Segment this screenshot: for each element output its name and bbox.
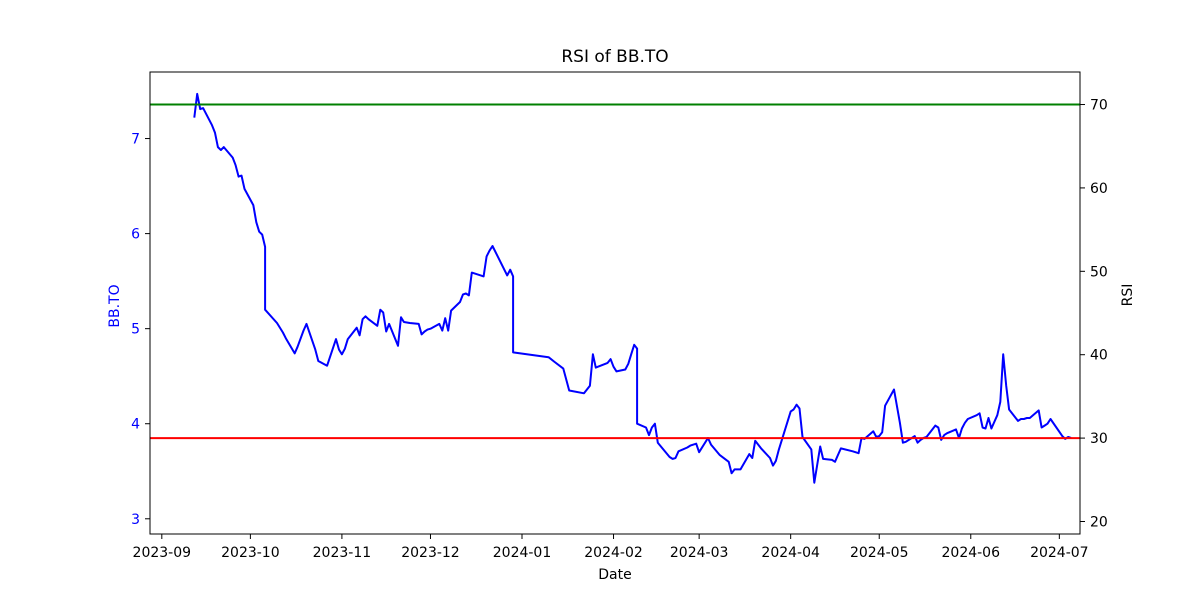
left-tick-label: 3 (131, 512, 140, 528)
left-tick-label: 5 (131, 322, 140, 338)
x-tick-label: 2023-10 (221, 545, 280, 561)
left-tick-label: 4 (131, 417, 140, 433)
x-tick-label: 2023-12 (401, 545, 460, 561)
x-tick-label: 2023-11 (313, 545, 372, 561)
plot-frame (149, 71, 1081, 535)
x-tick-label: 2024-07 (1030, 545, 1089, 561)
x-axis-title: Date (598, 567, 631, 583)
x-tick-label: 2023-09 (133, 545, 192, 561)
plot-area (149, 71, 1081, 535)
right-tick-label: 40 (1090, 348, 1108, 364)
x-tick-label: 2024-03 (670, 545, 729, 561)
right-tick-label: 70 (1090, 98, 1108, 114)
x-tick-label: 2024-01 (493, 545, 552, 561)
left-tick-label: 6 (131, 227, 140, 243)
x-tick-label: 2024-04 (761, 545, 820, 561)
right-axis-title: RSI (1120, 284, 1136, 307)
x-tick-label: 2024-05 (850, 545, 909, 561)
left-axis-title: BB.TO (107, 284, 123, 327)
price-line (193, 92, 1072, 484)
chart-title: RSI of BB.TO (561, 47, 668, 67)
left-tick-label: 7 (131, 132, 140, 148)
x-tick-label: 2024-02 (584, 545, 643, 561)
right-tick-label: 60 (1090, 181, 1108, 197)
right-tick-label: 50 (1090, 264, 1108, 280)
right-tick-label: 30 (1090, 431, 1108, 447)
right-tick-label: 20 (1090, 514, 1108, 530)
x-tick-label: 2024-06 (942, 545, 1001, 561)
